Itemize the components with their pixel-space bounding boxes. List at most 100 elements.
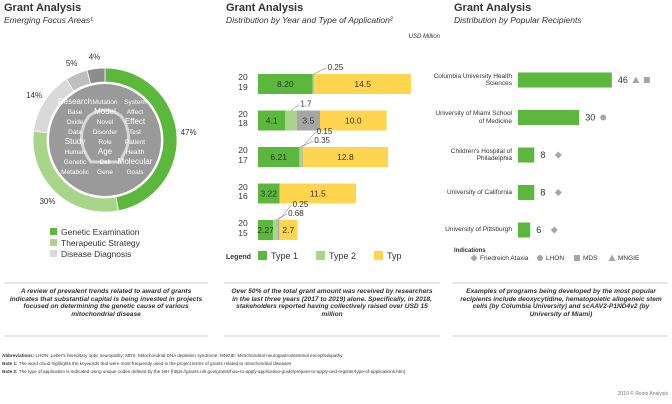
- y-tick-label: University of California: [446, 188, 512, 196]
- value-label: 30: [585, 113, 595, 123]
- note-text: The type of application is indicated usi…: [18, 369, 406, 374]
- note: Abbreviations: LHON: Leber's hereditary …: [2, 353, 670, 358]
- word-cloud-word: Study: [65, 137, 85, 146]
- bar-segment: [312, 74, 315, 94]
- footer: 2019 © Roots Analysis: [617, 391, 668, 397]
- word-cloud-word: Disorder: [93, 129, 118, 136]
- value-label: 14%: [26, 91, 42, 100]
- donut-segment: [86, 67, 106, 85]
- note-text: The word cloud highlights the keywords t…: [18, 361, 292, 366]
- legend-swatch: [316, 251, 325, 260]
- leader-line: [290, 104, 300, 111]
- word-cloud-word: Gene: [97, 169, 113, 176]
- icon-triangle: [608, 254, 616, 261]
- legend-label: Type 2: [329, 251, 356, 261]
- value-label: 2.27: [257, 225, 274, 235]
- value-label: 0.25: [293, 200, 309, 209]
- panel-subtitle: Emerging Focus Areas¹: [4, 15, 93, 25]
- value-label: 12.8: [337, 152, 354, 162]
- y-tick-label: 2018: [238, 108, 248, 129]
- legend-label: LHON: [546, 255, 564, 262]
- word-cloud-word: Novel: [97, 119, 114, 126]
- bar-segment: [258, 220, 274, 240]
- legend-label: Typ: [387, 251, 402, 261]
- icon-diamond: [554, 189, 562, 196]
- bar-segment: [258, 74, 313, 94]
- bulb: [80, 108, 130, 164]
- y-tick-label: 2016: [238, 181, 248, 202]
- value-label: 6: [536, 225, 541, 235]
- icon-diamond: [554, 151, 562, 159]
- icon-triangle: [632, 76, 640, 83]
- icon-circle: [537, 255, 543, 261]
- word-cloud-word: Role: [98, 139, 112, 146]
- value-label: 8.20: [277, 79, 294, 89]
- bar: [518, 72, 612, 88]
- word-cloud-word: System: [124, 99, 146, 106]
- caption: A review of prevalent trends related to …: [9, 288, 203, 318]
- value-label: 8: [540, 150, 545, 160]
- panel-title: Grant Analysis: [226, 2, 304, 14]
- panel-subtitle: Distribution by Popular Recipients: [454, 15, 582, 25]
- y-tick-label: University of Miami School of Medicine: [435, 110, 512, 125]
- word-cloud-word: Data: [68, 129, 82, 136]
- word-cloud-word: Base: [68, 109, 83, 116]
- y-tick-label: 2019: [238, 72, 248, 92]
- word-cloud-word: Research: [58, 97, 92, 106]
- legend-title: Indications: [454, 248, 486, 254]
- icon-square: [643, 77, 650, 83]
- legend-swatch: [258, 251, 267, 260]
- legend-label: Therapeutic Strategy: [61, 238, 141, 248]
- y-tick-label: Children's Hospital of Philadelphia: [450, 147, 512, 162]
- word-cloud-word: Oxide: [67, 119, 84, 126]
- value-label: 46: [618, 75, 628, 85]
- bar-segment: [279, 220, 298, 240]
- word-cloud-word: Age: [98, 147, 113, 156]
- word-cloud-word: Model: [94, 107, 116, 116]
- value-label: 0.68: [288, 209, 304, 218]
- y-tick-label: University of Pittsburgh: [445, 226, 512, 234]
- value-label: 2.7: [282, 225, 294, 235]
- bar-segment: [320, 110, 387, 131]
- bar-segment: [279, 183, 357, 204]
- icon-square: [574, 255, 580, 261]
- word-cloud-word: Health: [126, 149, 145, 156]
- note: Note 2: The type of application is indic…: [2, 369, 670, 374]
- bar: [518, 185, 535, 200]
- bar: [518, 147, 535, 163]
- legend-label: MDS: [583, 255, 598, 262]
- value-label: 8: [540, 188, 545, 198]
- value-label: 1.7: [300, 100, 312, 109]
- word-cloud-bg: [49, 84, 161, 196]
- word-cloud-word: Effect: [125, 117, 146, 126]
- word-cloud-word: Genetic: [64, 159, 87, 166]
- value-label: 6.21: [270, 152, 287, 162]
- note: Note 1: The word cloud highlights the ke…: [2, 361, 670, 366]
- value-label: 11.5: [310, 189, 326, 199]
- legend-swatch: [50, 250, 57, 257]
- value-label: 47%: [181, 128, 197, 137]
- legend-swatch: [50, 239, 57, 246]
- legend-label: Type 1: [271, 251, 298, 261]
- value-label: 14.5: [354, 79, 371, 89]
- legend-swatch: [50, 228, 57, 235]
- unit-label: USD Million: [408, 34, 440, 40]
- word-cloud-word: Mutation: [93, 99, 118, 106]
- note-label: Note 2:: [2, 369, 18, 374]
- y-tick-label: 2015: [238, 218, 248, 238]
- legend-swatch: [374, 251, 383, 260]
- word-cloud-word: Cell: [99, 159, 111, 166]
- word-cloud-word: Test: [129, 129, 141, 136]
- word-cloud-word: Patient: [125, 139, 145, 146]
- panel-title: Grant Analysis: [454, 2, 532, 14]
- panel-subtitle: Distribution by Year and Type of Applica…: [226, 15, 393, 25]
- bar-segment: [302, 147, 389, 167]
- legend-label: Disease Diagnosis: [61, 249, 131, 259]
- bar-segment: [296, 110, 320, 131]
- leader-line: [278, 204, 292, 221]
- bar: [518, 222, 531, 238]
- bar-segment: [285, 110, 297, 131]
- word-cloud-word: Affect: [127, 109, 144, 116]
- word-cloud-word: Molecular: [118, 157, 153, 166]
